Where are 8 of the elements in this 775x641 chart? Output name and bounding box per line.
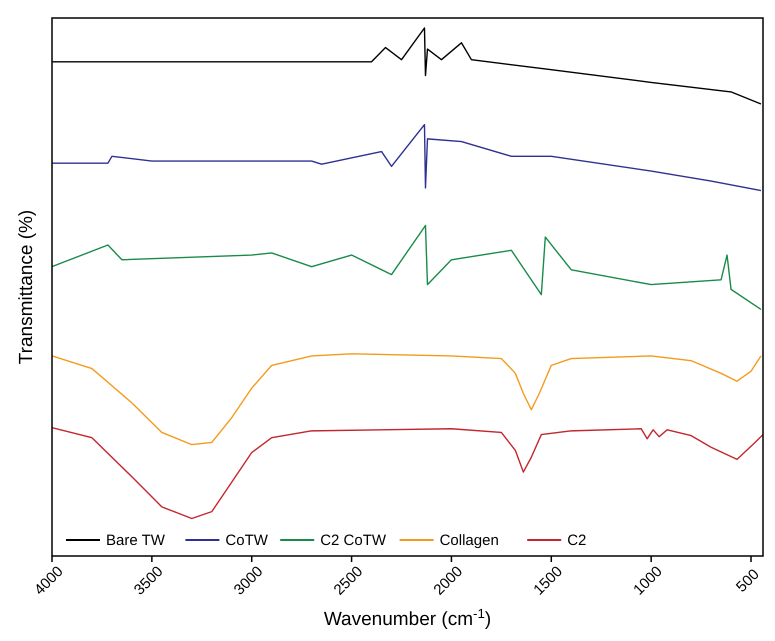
legend-label: Bare TW [106, 532, 166, 549]
y-axis-title: Transmittance (%) [16, 210, 37, 364]
x-axis-title: Wavenumber (cm$^{-1}$) [324, 606, 492, 630]
legend-label: Collagen [440, 532, 499, 549]
legend-label: C2 [567, 532, 586, 549]
legend-label: CoTW [225, 532, 269, 549]
x-tick-label: 500 [732, 566, 763, 596]
legend-label: C2 CoTW [320, 532, 387, 549]
